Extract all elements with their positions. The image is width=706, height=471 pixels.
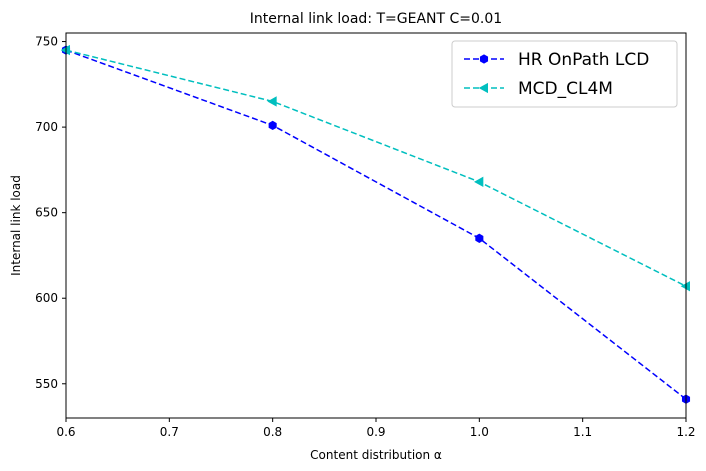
legend-label: HR OnPath LCD: [518, 50, 649, 70]
legend-label: MCD_CL4M: [518, 79, 613, 99]
x-tick-label: 0.6: [56, 425, 75, 439]
x-axis-label: Content distribution α: [310, 448, 442, 462]
x-tick-label: 0.7: [160, 425, 179, 439]
x-tick-label: 0.9: [366, 425, 385, 439]
x-tick-label: 0.8: [263, 425, 282, 439]
plot-area-frame: [65, 32, 687, 419]
data-point-series-0: [268, 120, 277, 131]
x-tick-label: 1.1: [573, 425, 592, 439]
legend-swatch-marker: [478, 82, 489, 94]
chart-title: Internal link load: T=GEANT C=0.01: [250, 11, 502, 27]
y-tick-label: 750: [35, 35, 58, 49]
legend: HR OnPath LCD MCD_CL4M: [451, 40, 678, 108]
series-line-1: [66, 49, 686, 287]
legend-swatch-marker: [479, 54, 489, 64]
y-tick-label: 550: [35, 377, 58, 391]
y-tick-label: 600: [35, 291, 58, 305]
data-point-series-1: [267, 96, 277, 107]
legend-box: [451, 40, 678, 108]
series-line-0: [66, 49, 686, 400]
x-tick-label: 1.2: [676, 425, 695, 439]
y-tick-label: 700: [35, 120, 58, 134]
data-point-series-0: [475, 233, 484, 243]
data-point-series-1: [474, 176, 484, 188]
y-axis-label: Internal link load: [9, 175, 23, 276]
x-tick-label: 1.0: [470, 425, 489, 439]
y-tick-label: 650: [35, 206, 58, 220]
